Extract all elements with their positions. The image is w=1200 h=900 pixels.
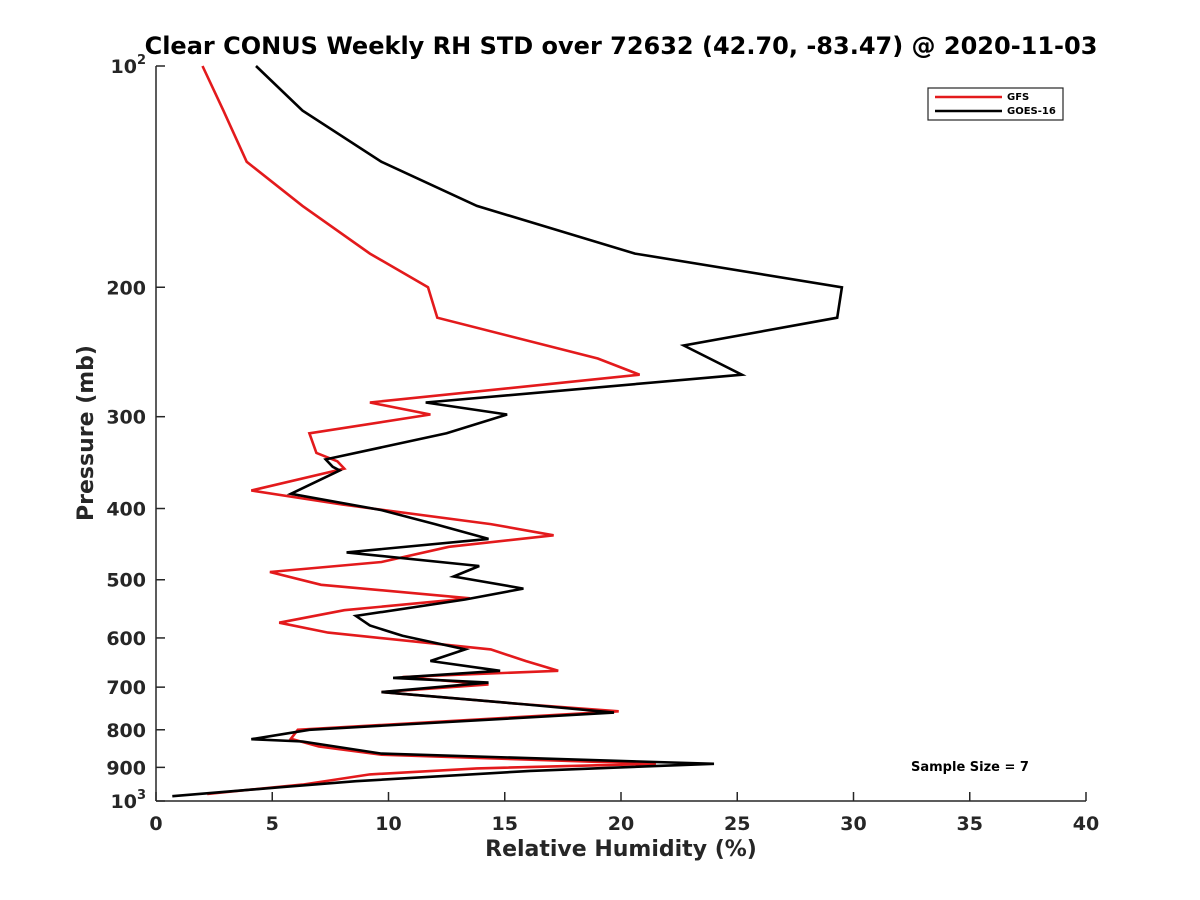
legend-label-goes16: GOES-16 [1007, 106, 1056, 117]
legend-box [927, 87, 1064, 121]
x-tick-label-15: 15 [492, 813, 518, 835]
series-line-goes16 [172, 65, 844, 798]
y-tick-label-900: 900 [106, 757, 146, 779]
axes-layer: 0 5 10 15 20 25 30 35 40 102 200 300 400 500 600 700 800… [106, 53, 1099, 835]
y-axis-label: Pressure (mb) [74, 345, 99, 521]
x-tick-label-10: 10 [375, 813, 401, 835]
series-line-gfs [201, 65, 656, 796]
y-tick-label-1000: 103 [111, 788, 147, 813]
x-tick-label-20: 20 [608, 813, 634, 835]
y-tick-label-100: 102 [111, 53, 147, 78]
x-tick-label-0: 0 [149, 813, 162, 835]
x-tick-label-25: 25 [724, 813, 750, 835]
x-tick-label-5: 5 [266, 813, 279, 835]
y-tick-label-300: 300 [106, 407, 146, 429]
y-tick-label-400: 400 [106, 499, 146, 521]
x-tick-label-30: 30 [840, 813, 866, 835]
chart-title: Clear CONUS Weekly RH STD over 72632 (42… [145, 32, 1098, 60]
legend: GFS GOES-16 [927, 87, 1064, 121]
y-tick-label-700: 700 [106, 677, 146, 699]
sample-size-annotation: Sample Size = 7 [911, 760, 1029, 775]
y-tick-label-200: 200 [106, 277, 146, 299]
legend-label-gfs: GFS [1007, 92, 1029, 103]
x-tick-label-40: 40 [1073, 813, 1099, 835]
y-tick-label-800: 800 [106, 720, 146, 742]
y-tick-label-500: 500 [106, 570, 146, 592]
series-layer [172, 65, 844, 798]
y-tick-label-600: 600 [106, 628, 146, 650]
x-tick-label-35: 35 [957, 813, 983, 835]
x-axis-label: Relative Humidity (%) [485, 837, 757, 862]
